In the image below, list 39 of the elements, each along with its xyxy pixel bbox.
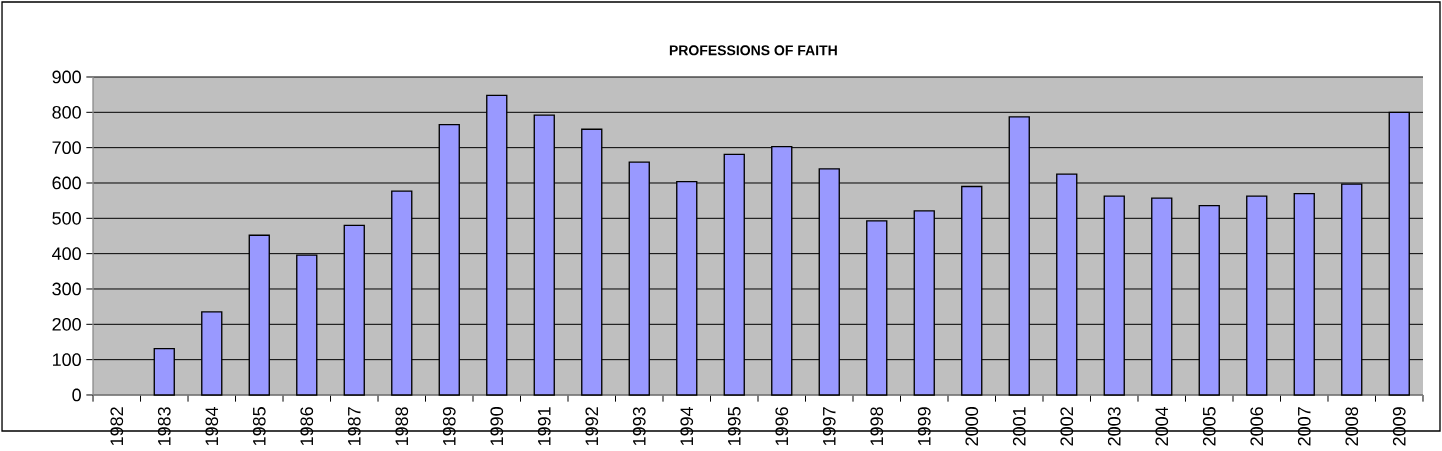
x-tick-label: 2001 bbox=[1012, 407, 1026, 446]
x-tick-label: 2008 bbox=[1345, 407, 1359, 446]
chart-title: PROFESSIONS OF FAITH bbox=[669, 45, 837, 56]
x-tick-label: 1986 bbox=[300, 407, 314, 446]
y-tick-label: 600 bbox=[52, 176, 81, 190]
x-tick-label: 1985 bbox=[252, 407, 266, 446]
x-tick-label: 2007 bbox=[1297, 407, 1311, 446]
x-tick-label: 1990 bbox=[490, 407, 504, 446]
x-tick-label: 1984 bbox=[205, 406, 219, 446]
x-tick-label: 1998 bbox=[870, 407, 884, 446]
x-tick-label: 1989 bbox=[442, 407, 456, 446]
x-tick-label: 2005 bbox=[1202, 407, 1216, 446]
x-tick-label: 1993 bbox=[632, 407, 646, 446]
x-tick-label: 1991 bbox=[537, 407, 551, 446]
x-tick-label: 1983 bbox=[157, 407, 171, 446]
y-tick-label: 400 bbox=[52, 247, 81, 261]
y-tick-label: 0 bbox=[72, 388, 81, 402]
y-tick-label: 700 bbox=[52, 141, 81, 155]
x-tick-label: 1999 bbox=[917, 407, 931, 446]
x-tick-label: 2003 bbox=[1107, 407, 1121, 446]
y-tick-label: 200 bbox=[52, 318, 81, 331]
y-tick-label: 800 bbox=[52, 106, 81, 119]
x-tick-label: 2000 bbox=[965, 407, 979, 446]
x-tick-label: 1992 bbox=[585, 407, 599, 446]
x-tick-label: 1997 bbox=[822, 407, 836, 446]
y-tick-label: 300 bbox=[52, 282, 81, 296]
y-tick-label: 100 bbox=[52, 353, 81, 367]
x-tick-label: 1994 bbox=[680, 406, 694, 446]
x-tick-label: 1987 bbox=[347, 407, 361, 446]
y-tick-label: 500 bbox=[52, 212, 81, 225]
x-tick-label: 1996 bbox=[775, 407, 789, 446]
x-tick-label: 2009 bbox=[1392, 407, 1406, 446]
y-tick-label: 900 bbox=[52, 70, 81, 84]
x-tick-label: 2006 bbox=[1250, 407, 1264, 446]
x-tick-label: 2004 bbox=[1155, 406, 1169, 446]
x-tick-label: 1988 bbox=[395, 407, 409, 446]
x-tick-label: 2002 bbox=[1060, 407, 1074, 446]
x-tick-label: 1982 bbox=[110, 407, 124, 446]
x-tick-label: 1995 bbox=[727, 407, 741, 446]
